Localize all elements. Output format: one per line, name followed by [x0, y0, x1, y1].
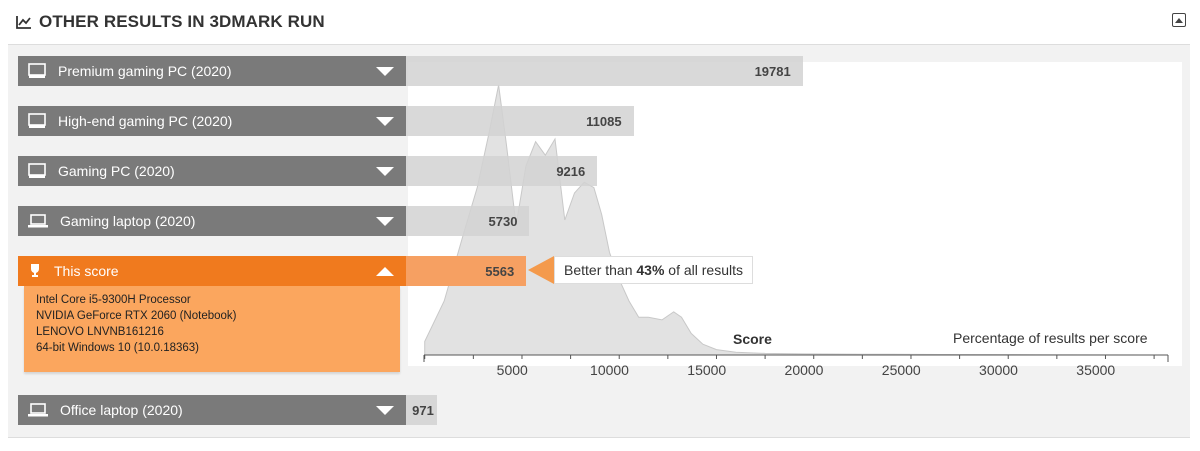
- score-bar-gaming-laptop: 5730: [406, 206, 530, 236]
- desktop-icon: [28, 113, 46, 128]
- x-tick-label: 15000: [687, 362, 727, 378]
- callout-arrow: [528, 256, 554, 284]
- system-name: LENOVO LNVNB161216: [36, 326, 164, 338]
- x-tick-label: 25000: [881, 362, 921, 378]
- score-value: 971: [412, 402, 434, 418]
- os-name: 64-bit Windows 10 (10.0.18363): [36, 342, 200, 354]
- x-tick-label: 20000: [784, 362, 824, 378]
- y-axis-title: Percentage of results per score: [953, 330, 1148, 346]
- row-label: Office laptop (2020): [60, 402, 183, 418]
- row-label: Gaming PC (2020): [58, 163, 175, 179]
- score-bar-high-end-gaming-pc: 11085: [406, 106, 634, 136]
- desktop-icon: [28, 163, 46, 178]
- row-label: Premium gaming PC (2020): [58, 63, 232, 79]
- callout-percent: 43%: [636, 262, 665, 278]
- row-high-end-gaming-pc[interactable]: High-end gaming PC (2020): [18, 106, 406, 136]
- row-gaming-pc[interactable]: Gaming PC (2020): [18, 156, 406, 186]
- score-bar-gaming-pc: 9216: [406, 156, 598, 186]
- row-this-score[interactable]: This score: [18, 256, 406, 286]
- chevron-down-icon[interactable]: [376, 117, 394, 126]
- score-value: 11085: [586, 113, 622, 129]
- x-tick-label: 35000: [1076, 362, 1116, 378]
- chevron-down-icon[interactable]: [376, 67, 394, 76]
- laptop-icon: [28, 214, 48, 228]
- x-tick-label: 10000: [590, 362, 629, 378]
- percentile-callout: Better than 43% of all results: [554, 256, 754, 284]
- score-value: 19781: [754, 63, 791, 79]
- laptop-icon: [28, 403, 48, 417]
- x-axis-ticks: [423, 355, 1169, 362]
- row-office-laptop[interactable]: Office laptop (2020): [18, 395, 406, 425]
- chevron-up-icon: [1175, 18, 1183, 23]
- score-bar-office-laptop: 971: [406, 395, 437, 425]
- row-label: High-end gaming PC (2020): [58, 113, 233, 129]
- x-tick-label: 30000: [979, 362, 1018, 378]
- x-axis-title: Score: [733, 331, 772, 347]
- row-label: This score: [54, 263, 119, 279]
- desktop-icon: [28, 63, 46, 78]
- line-chart-icon: [16, 16, 31, 29]
- chevron-down-icon[interactable]: [376, 217, 394, 226]
- callout-prefix: Better than: [564, 262, 637, 278]
- trophy-icon: [31, 264, 39, 277]
- score-bar-premium-gaming-pc: 19781: [406, 56, 803, 86]
- row-premium-gaming-pc[interactable]: Premium gaming PC (2020): [18, 56, 406, 86]
- row-gaming-laptop[interactable]: Gaming laptop (2020): [18, 206, 406, 236]
- section-title: OTHER RESULTS IN 3DMARK RUN: [39, 12, 325, 31]
- x-tick-label: 5000: [496, 362, 528, 378]
- score-bar-this-score: 5563: [406, 256, 527, 286]
- chevron-up-icon[interactable]: [376, 267, 394, 276]
- this-score-details: Intel Core i5-9300H Processor NVIDIA GeF…: [24, 286, 400, 372]
- section-header: OTHER RESULTS IN 3DMARK RUN: [15, 10, 325, 34]
- cpu-name: Intel Core i5-9300H Processor: [36, 294, 191, 306]
- chevron-down-icon[interactable]: [376, 167, 394, 176]
- callout-suffix: of all results: [664, 262, 744, 278]
- collapse-button[interactable]: [1172, 13, 1186, 27]
- chevron-down-icon[interactable]: [376, 406, 394, 415]
- row-label: Gaming laptop (2020): [60, 213, 196, 229]
- score-value: 9216: [556, 163, 586, 179]
- score-value: 5730: [488, 213, 518, 229]
- score-value: 5563: [485, 263, 515, 279]
- gpu-name: NVIDIA GeForce RTX 2060 (Notebook): [36, 310, 237, 322]
